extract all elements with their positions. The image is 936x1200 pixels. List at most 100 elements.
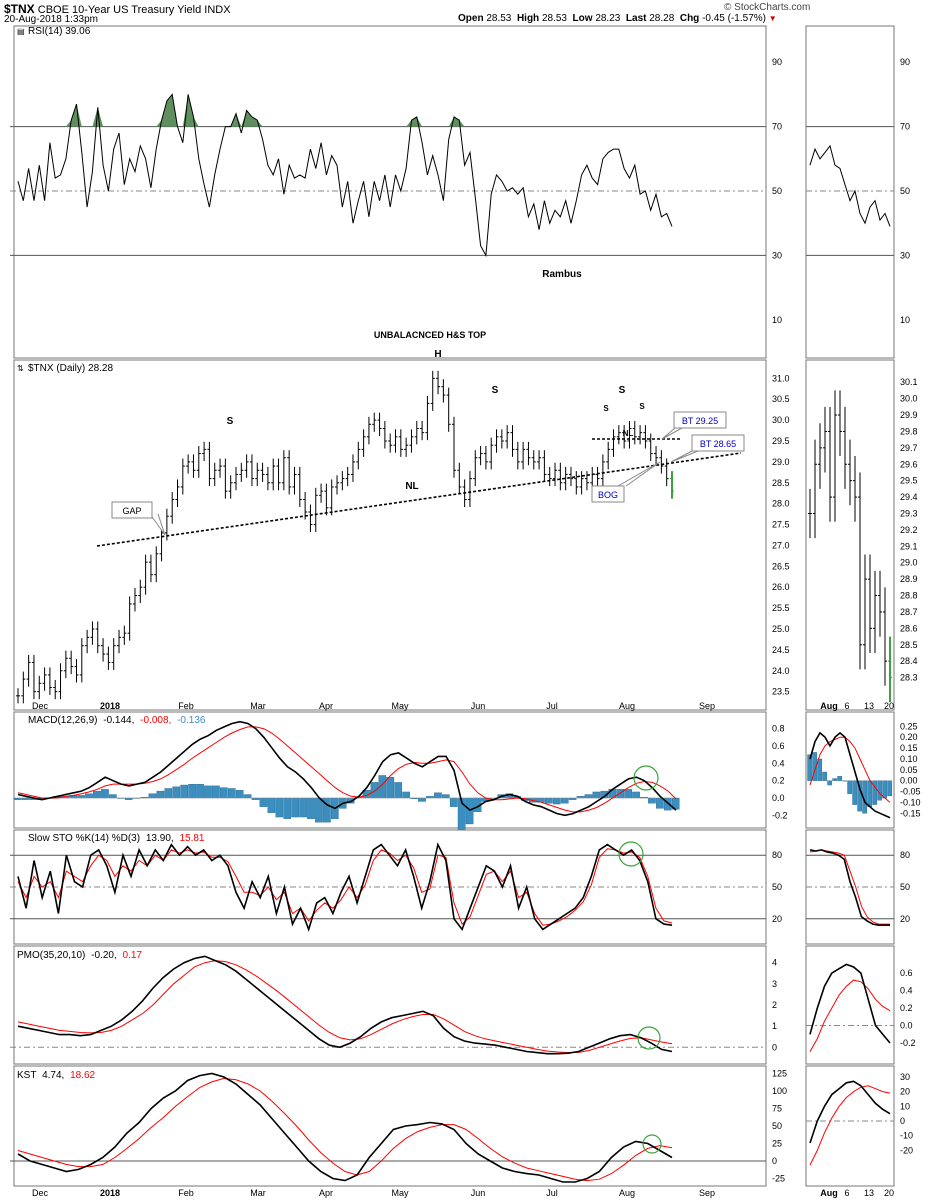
zoom-pmo-frame: [805, 945, 895, 1065]
macd-histogram-bar: [212, 785, 220, 799]
macd-histogram-bar: [196, 783, 204, 799]
macd-zoom-tick-label: -0.15: [900, 808, 921, 818]
macd-zoom-histogram-bar: [832, 778, 838, 781]
sto-d-line: [17, 848, 673, 926]
macd-zoom-histogram-bar: [827, 780, 833, 786]
rsi-zoom-tick-label: 50: [900, 186, 910, 196]
x-axis-label: Feb: [178, 1188, 194, 1198]
price-tick-label: 24.0: [772, 666, 790, 676]
x-axis-label: Mar: [250, 701, 266, 711]
pmo-line: [17, 955, 673, 1055]
kst-plot: -25 0 25 50 75 100 125 -20 -10 0 10 20 30: [10, 1069, 913, 1184]
quote-summary: Open 28.53 High 28.53 Low 28.23 Last 28.…: [458, 13, 777, 24]
macd-histogram-bar: [156, 790, 165, 799]
bt2-callout-pointer: [670, 450, 699, 463]
macd-zoom-tick-label: -0.05: [900, 787, 921, 797]
kst-zoom-tick-label: 30: [900, 1072, 910, 1082]
chg-down-arrow-icon: ▼: [768, 14, 777, 23]
x-axis-label: Aug: [619, 701, 635, 711]
kst-zoom-signal-line: [809, 1085, 891, 1166]
annotation-mini-s-left: S: [603, 404, 609, 413]
open-value: 28.53: [486, 13, 512, 24]
kst-label: KST 4.74, 18.62: [17, 1070, 96, 1081]
price-label-icon: ⇅: [17, 364, 24, 373]
kst-zoom-tick-label: 10: [900, 1101, 910, 1111]
macd-zoom-signal-line: [809, 736, 891, 803]
macd-histogram-bar: [235, 790, 244, 799]
macd-histogram-bar: [243, 794, 252, 799]
macd-histogram-bar: [624, 789, 632, 799]
macd-zoom-histogram-bar: [837, 776, 843, 781]
kst-tick-label: 0: [772, 1156, 777, 1166]
zoom-x-axis-label: 6: [844, 1188, 849, 1198]
pmo-tick-label: 0: [772, 1042, 777, 1052]
rsi-overbought-fill: [65, 94, 465, 127]
macd-histogram-bar: [267, 797, 276, 813]
kst-zoom-tick-label: 20: [900, 1087, 910, 1097]
macd-zoom-tick-label: 0.10: [900, 754, 918, 764]
annotation-head: H: [434, 349, 441, 360]
x-axis-label: Jul: [546, 1188, 558, 1198]
pmo-tick-label: 2: [772, 1000, 777, 1010]
macd-signal-line: [17, 726, 677, 813]
macd-histogram-bar: [93, 790, 101, 799]
macd-tick-label: 0.8: [772, 724, 785, 734]
pmo-panel-frame: [13, 945, 767, 1065]
price-zoom-tick-label: 29.7: [900, 443, 918, 453]
pmo-zoom-tick-label: 0.0: [900, 1021, 913, 1031]
macd-zoom-histogram-bar: [847, 780, 853, 794]
macd-histogram-bar: [648, 797, 656, 804]
price-tick-label: 27.5: [772, 520, 790, 530]
exchange: INDX: [204, 4, 231, 16]
gap-callout: GAP: [111, 501, 166, 536]
bt1-callout-text: BT 29.25: [682, 416, 718, 426]
gap-callout-text: GAP: [122, 506, 141, 516]
sto-k-line: [17, 842, 673, 932]
gap-callout-pointer: [149, 513, 166, 536]
high-label: High: [516, 13, 540, 24]
kst-tick-label: -25: [772, 1174, 785, 1184]
zoom-x-axis-label: Aug: [820, 701, 838, 711]
macd-histogram-bar: [576, 796, 585, 799]
macd-histogram-bar: [204, 785, 212, 799]
macd-zoom-tick-label: -0.10: [900, 797, 921, 807]
pmo-zoom-tick-label: 0.6: [900, 968, 913, 978]
rsi-label-icon: ▤: [17, 27, 25, 36]
kst-label-signal: 18.62: [70, 1070, 95, 1081]
x-axis-label: Sep: [699, 701, 715, 711]
macd-histogram-bar: [283, 797, 292, 819]
zoom-x-axis-label: 13: [864, 701, 874, 711]
x-axis-label: Jun: [471, 1188, 486, 1198]
price-tick-label: 24.5: [772, 645, 790, 655]
pmo-zoom-tick-label: 0.2: [900, 1003, 913, 1013]
macd-histogram-bar: [148, 793, 157, 799]
price-zoom-tick-label: 28.7: [900, 607, 918, 617]
price-tick-label: 30.0: [772, 415, 790, 425]
rsi-label: RSI(14) 39.06: [28, 26, 91, 37]
bt2-callout: BT 28.65: [670, 434, 745, 463]
chg-label: Chg: [679, 13, 700, 24]
pmo-label-value: -0.20,: [91, 950, 117, 961]
price-tick-label: 29.0: [772, 457, 790, 467]
kst-panel-frame: [13, 1065, 767, 1187]
price-zoom-tick-label: 29.2: [900, 525, 918, 535]
macd-histogram-bar: [545, 797, 553, 804]
pmo-tick-label: 1: [772, 1021, 777, 1031]
zoom-x-axis-label: Aug: [820, 1188, 838, 1198]
macd-tick-label: -0.2: [772, 810, 788, 820]
rsi-tick-label: 30: [772, 250, 782, 260]
macd-histogram-bar: [552, 797, 561, 805]
macd-zoom-histogram-bar: [877, 780, 883, 801]
macd-histogram-bar: [592, 791, 601, 799]
bt1-callout-pointer: [661, 427, 683, 440]
kst-tick-label: 125: [772, 1069, 787, 1079]
sto-tick-label: 20: [772, 914, 782, 924]
macd-zoom-histogram-bar: [807, 754, 813, 781]
macd-histogram-bar: [172, 786, 181, 799]
sto-label: Slow STO %K(14) %D(3) 13.90, 15.81: [28, 833, 205, 844]
macd-histogram-bar: [560, 797, 569, 804]
macd-histogram-bar: [251, 797, 260, 800]
x-axis-label: Sep: [699, 1188, 715, 1198]
macd-zoom-histogram-bar: [872, 780, 878, 805]
